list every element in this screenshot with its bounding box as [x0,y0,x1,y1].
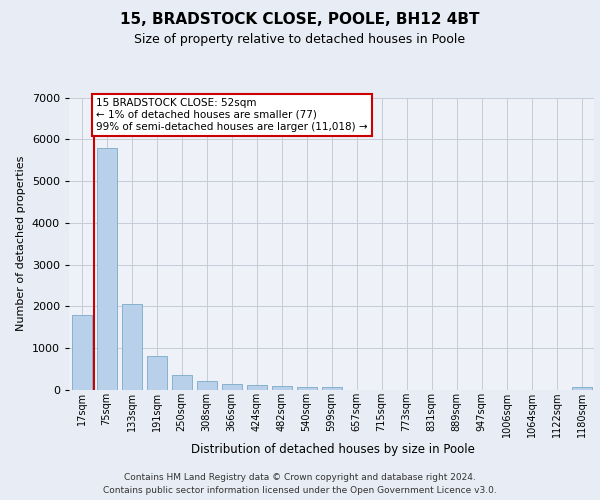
Bar [146,356,167,390]
Bar [322,387,341,390]
Bar [571,387,592,390]
Text: Size of property relative to detached houses in Poole: Size of property relative to detached ho… [134,32,466,46]
Bar [271,386,292,390]
Text: 15, BRADSTOCK CLOSE, POOLE, BH12 4BT: 15, BRADSTOCK CLOSE, POOLE, BH12 4BT [120,12,480,28]
Y-axis label: Number of detached properties: Number of detached properties [16,156,26,332]
Text: Contains HM Land Registry data © Crown copyright and database right 2024.: Contains HM Land Registry data © Crown c… [124,472,476,482]
Bar [172,374,191,390]
Bar [296,386,317,390]
Bar [97,148,116,390]
Bar [71,315,91,390]
Bar [197,381,217,390]
Text: 15 BRADSTOCK CLOSE: 52sqm
← 1% of detached houses are smaller (77)
99% of semi-d: 15 BRADSTOCK CLOSE: 52sqm ← 1% of detach… [97,98,368,132]
Text: Contains public sector information licensed under the Open Government Licence v3: Contains public sector information licen… [103,486,497,495]
Bar [247,385,266,390]
Text: Distribution of detached houses by size in Poole: Distribution of detached houses by size … [191,442,475,456]
Bar [121,304,142,390]
Bar [221,384,241,390]
